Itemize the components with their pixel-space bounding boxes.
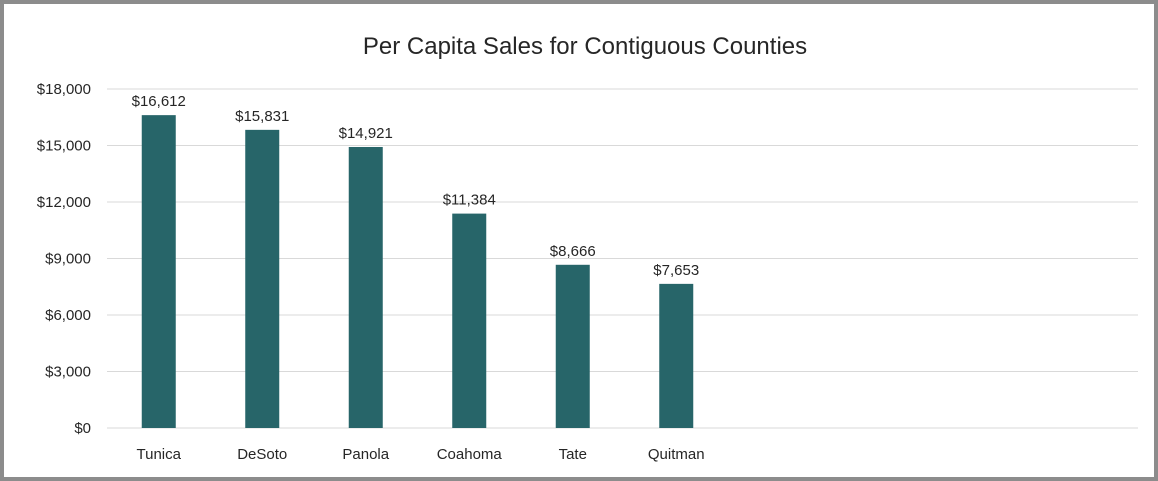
y-tick-label: $3,000 bbox=[45, 364, 91, 381]
y-tick-label: $15,000 bbox=[37, 138, 91, 155]
data-label: $11,384 bbox=[443, 192, 496, 209]
bar bbox=[452, 213, 487, 428]
bars bbox=[141, 115, 694, 429]
x-axis-category-labels: Tunica DeSoto Panola Coahoma Tate Quitman bbox=[137, 446, 705, 463]
category-label: Coahoma bbox=[437, 446, 503, 463]
y-tick-label: $12,000 bbox=[37, 194, 91, 211]
category-label: Quitman bbox=[648, 446, 705, 463]
data-labels: $16,612 $15,831 $14,921 $11,384 $8,666 $7,653 bbox=[132, 93, 700, 279]
bar bbox=[555, 264, 590, 428]
bar bbox=[348, 146, 383, 428]
y-tick-label: $6,000 bbox=[45, 307, 91, 324]
data-label: $14,921 bbox=[339, 125, 393, 142]
data-label: $16,612 bbox=[132, 93, 186, 110]
y-tick-label: $0 bbox=[74, 420, 91, 437]
y-tick-label: $9,000 bbox=[45, 251, 91, 268]
category-label: Panola bbox=[342, 446, 389, 463]
chart-title: Per Capita Sales for Contiguous Counties bbox=[363, 33, 807, 60]
data-label: $7,653 bbox=[653, 262, 699, 279]
bar bbox=[245, 129, 280, 429]
y-axis-tick-labels: $0 $3,000 $6,000 $9,000 $12,000 $15,000 $18,00… bbox=[37, 81, 91, 437]
y-tick-label: $18,000 bbox=[37, 81, 91, 98]
data-label: $15,831 bbox=[235, 108, 289, 125]
bar bbox=[141, 115, 176, 429]
category-label: DeSoto bbox=[237, 446, 287, 463]
category-label: Tunica bbox=[137, 446, 182, 463]
data-label: $8,666 bbox=[550, 243, 596, 260]
bar bbox=[659, 283, 694, 428]
category-label: Tate bbox=[559, 446, 587, 463]
